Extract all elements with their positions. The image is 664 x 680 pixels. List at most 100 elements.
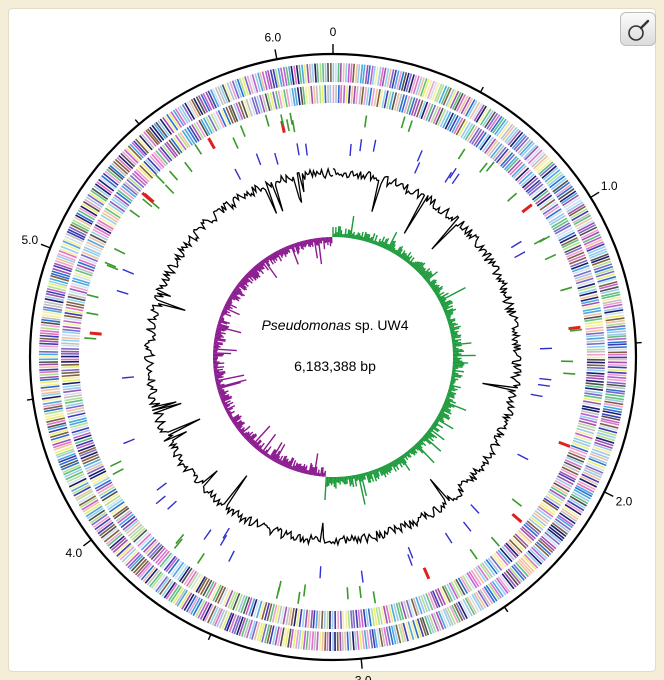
skew-positive-bar xyxy=(368,237,371,243)
skew-positive-bar xyxy=(375,241,379,246)
cds-tick xyxy=(116,191,132,204)
cds-tick xyxy=(165,583,178,600)
skew-positive-bar xyxy=(366,471,372,483)
cds-tick xyxy=(460,96,471,115)
skew-positive-bar xyxy=(451,336,461,339)
cds-tick xyxy=(40,327,60,331)
cds-tick xyxy=(96,519,113,533)
cds-tick xyxy=(455,602,466,621)
skew-positive-bar xyxy=(451,373,463,377)
cds-tick xyxy=(75,269,93,277)
skew-negative-bar xyxy=(216,328,225,332)
skew-positive-bar xyxy=(452,364,464,367)
cds-tick xyxy=(85,243,103,253)
skew-negative-bar xyxy=(219,315,224,318)
cds-tick xyxy=(287,628,292,648)
cds-tick xyxy=(345,85,349,104)
cds-tick xyxy=(74,272,92,280)
cds-tick xyxy=(104,494,121,507)
cds-tick xyxy=(366,629,371,649)
cds-tick xyxy=(109,501,125,513)
cds-tick xyxy=(131,527,146,541)
skew-positive-bar xyxy=(443,403,452,409)
cds-tick xyxy=(339,610,343,629)
cds-tick xyxy=(578,480,596,491)
cds-tick xyxy=(41,313,61,319)
cds-tick xyxy=(98,178,115,192)
cds-tick xyxy=(210,89,220,108)
skew-positive-bar xyxy=(359,473,363,482)
cds-tick xyxy=(573,488,591,500)
skew-negative-bar xyxy=(219,316,225,320)
cds-tick xyxy=(359,64,364,84)
skew-positive-bar xyxy=(443,402,455,408)
cds-tick xyxy=(149,126,163,143)
cds-tick xyxy=(60,245,79,255)
cds-tick xyxy=(580,293,598,300)
cds-tick xyxy=(57,452,76,461)
cds-tick xyxy=(258,601,266,620)
cds-tick xyxy=(507,568,521,585)
cds-tick xyxy=(83,200,101,213)
cds-tick xyxy=(70,422,88,429)
cds-tick xyxy=(243,618,251,638)
skew-negative-bar xyxy=(266,256,270,261)
cds-tick xyxy=(388,69,395,89)
skew-negative-bar xyxy=(223,306,240,316)
cds-tick xyxy=(530,185,546,199)
skew-positive-bar xyxy=(417,441,422,446)
cds-tick xyxy=(395,602,402,621)
skew-positive-bar xyxy=(422,436,431,445)
skew-negative-bar xyxy=(236,422,246,430)
cds-tick xyxy=(400,72,408,91)
skew-negative-bar xyxy=(303,240,307,248)
skew-negative-bar xyxy=(230,293,239,300)
skew-positive-bar xyxy=(441,407,451,413)
island-mark xyxy=(255,153,262,166)
cds-tick xyxy=(155,549,169,564)
cds-tick xyxy=(42,397,62,402)
cds-tick xyxy=(227,591,236,609)
cds-tick xyxy=(425,103,434,121)
skew-negative-bar xyxy=(273,252,278,259)
cds-tick xyxy=(120,515,136,529)
skew-positive-bar xyxy=(433,285,444,293)
skew-positive-bar xyxy=(443,305,454,311)
skew-positive-bar xyxy=(429,426,434,431)
cds-tick xyxy=(39,373,59,376)
cds-tick xyxy=(601,413,621,419)
skew-negative-bar xyxy=(293,243,300,255)
cds-tick xyxy=(446,113,457,131)
zoom-button[interactable] xyxy=(620,12,656,46)
skew-negative-bar xyxy=(222,400,231,405)
skew-positive-bar xyxy=(428,279,436,285)
cds-tick xyxy=(61,344,80,348)
cds-tick xyxy=(64,312,83,317)
skew-negative-bar xyxy=(220,395,232,402)
cds-tick xyxy=(43,404,63,410)
cds-tick xyxy=(442,87,452,106)
skew-positive-bar xyxy=(413,445,419,451)
axis-label: 2.0 xyxy=(616,495,633,509)
skew-positive-bar xyxy=(352,231,355,239)
island-mark xyxy=(517,453,529,461)
skew-negative-bar xyxy=(281,248,287,258)
cds-tick xyxy=(497,549,511,565)
cds-tick xyxy=(574,217,593,228)
skew-negative-bar xyxy=(252,267,260,275)
cds-tick xyxy=(507,130,522,146)
cds-tick xyxy=(300,630,305,650)
cds-tick xyxy=(581,231,600,241)
cds-tick xyxy=(52,438,71,446)
cds-tick xyxy=(44,409,64,415)
trna-mark xyxy=(407,120,413,133)
skew-positive-bar xyxy=(405,452,410,458)
cds-tick xyxy=(124,519,139,533)
cds-tick xyxy=(226,82,235,101)
cds-tick xyxy=(521,175,537,189)
cds-tick xyxy=(164,115,177,132)
cds-tick xyxy=(550,177,567,191)
skew-negative-bar xyxy=(277,249,284,259)
cds-tick xyxy=(63,238,82,248)
cds-tick xyxy=(45,414,65,421)
